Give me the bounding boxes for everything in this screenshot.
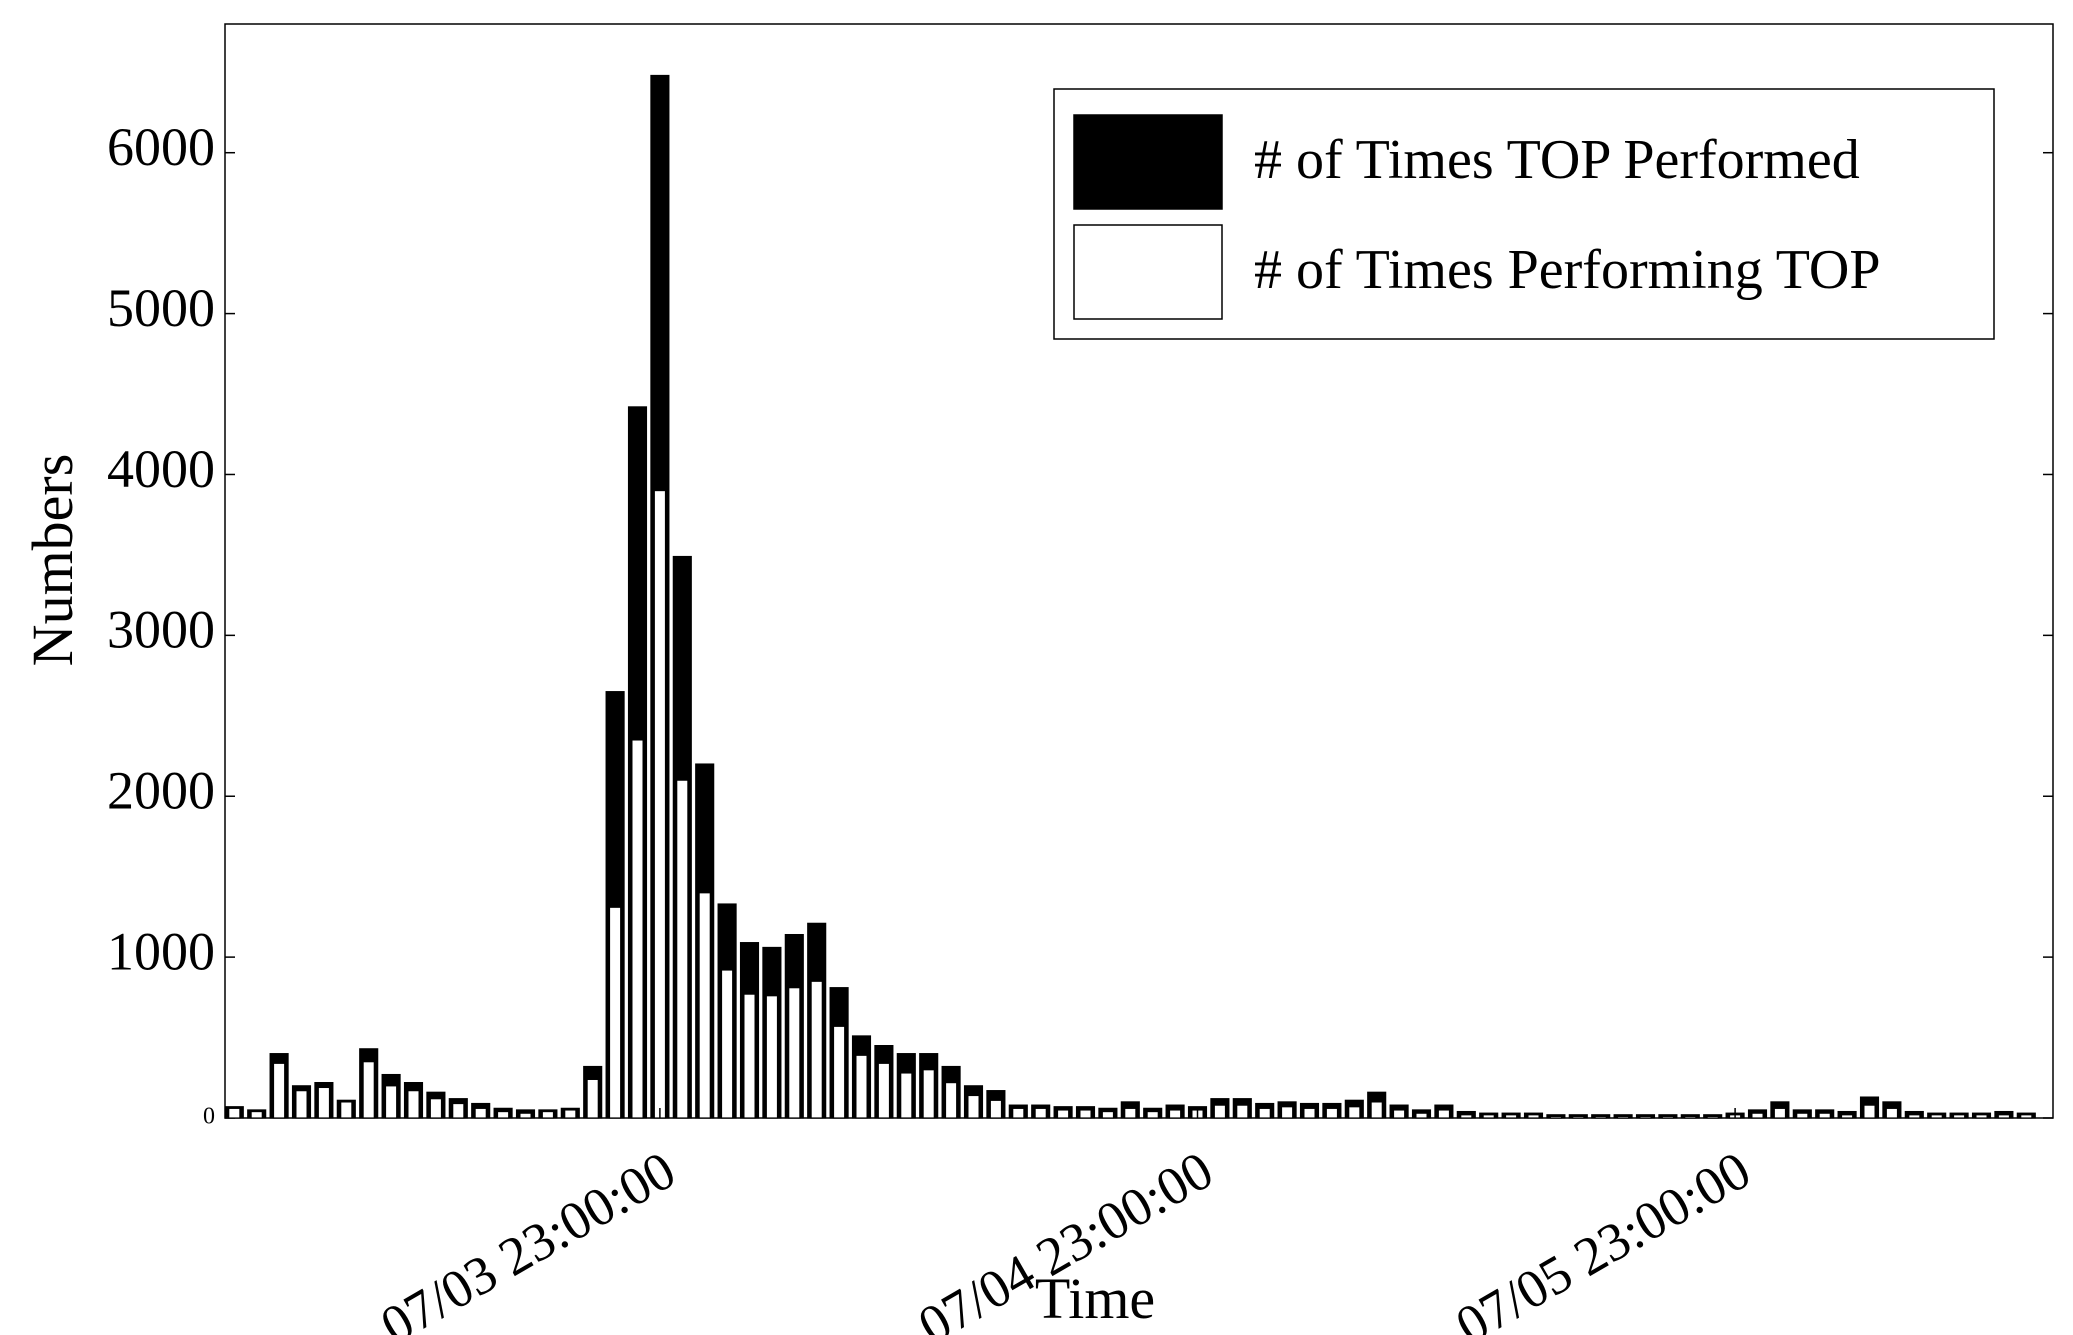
bar-performing (407, 1090, 420, 1119)
bar-performing (877, 1062, 891, 1119)
bar-performing (1885, 1107, 1899, 1119)
bar-performing (519, 1112, 532, 1119)
bar-performing (1818, 1112, 1831, 1119)
y-tick-label: 4000 (107, 439, 215, 499)
bar-performing (1908, 1114, 1921, 1119)
legend-label: # of Times TOP Performed (1254, 129, 1860, 191)
legend-label: # of Times Performing TOP (1254, 239, 1880, 301)
bar-performing (1863, 1104, 1876, 1119)
bar-performing (1975, 1114, 1988, 1119)
bar-performing (922, 1069, 935, 1119)
bar-performing (1258, 1107, 1271, 1119)
bar-performing (1661, 1115, 1675, 1119)
bar-performing (1280, 1106, 1294, 1119)
y-tick-label: 5000 (107, 278, 215, 338)
y-tick-label: 2000 (107, 761, 215, 821)
bar-performing (1751, 1112, 1764, 1119)
bar-performing (474, 1107, 487, 1119)
bar-performing (1101, 1110, 1115, 1119)
bar-performing (1168, 1109, 1182, 1119)
bar-performing (944, 1082, 958, 1119)
bar-performing (586, 1078, 599, 1119)
bar-performing (631, 739, 644, 1119)
bar-performing (743, 993, 756, 1119)
bar-performing (1840, 1114, 1854, 1119)
bar-performing (1325, 1107, 1339, 1119)
legend-swatch (1073, 224, 1223, 320)
bar-performing (1549, 1115, 1563, 1119)
bar-performing (832, 1025, 846, 1119)
bar-performing (855, 1054, 868, 1119)
bar-performing (541, 1110, 555, 1119)
bar-performing (1348, 1106, 1361, 1119)
bar-performing (452, 1102, 465, 1119)
bar-performing (1594, 1115, 1607, 1119)
bar-performing (317, 1086, 331, 1119)
bar-performing (384, 1085, 398, 1119)
bar-performing (1146, 1110, 1159, 1119)
bar-performing (1572, 1115, 1585, 1119)
bar-performing (1773, 1107, 1787, 1119)
bar-performing (653, 489, 667, 1119)
bar-performing (1124, 1107, 1137, 1119)
x-axis-label: Time (1035, 1266, 1155, 1331)
bar-performing (1639, 1115, 1652, 1119)
bar-performing (1370, 1101, 1383, 1119)
bar-performing (1482, 1114, 1495, 1119)
legend-swatch (1073, 114, 1223, 210)
bar-performing (272, 1062, 286, 1119)
bar-performing (1415, 1112, 1428, 1119)
bar-performing (228, 1107, 241, 1119)
bar-performing (1684, 1115, 1697, 1119)
bar-performing (564, 1109, 577, 1119)
bar-performing (1930, 1114, 1943, 1119)
bar-performing (1796, 1112, 1809, 1119)
bar-performing (967, 1094, 980, 1119)
bar-performing (1213, 1104, 1227, 1119)
bar-performing (1952, 1114, 1966, 1119)
bar-performing (1616, 1115, 1630, 1119)
y-axis-label: Numbers (20, 454, 85, 667)
bar-performing (1437, 1109, 1451, 1119)
bar-performing (1236, 1104, 1249, 1119)
bar-performing (1079, 1109, 1092, 1119)
bar-performing (1997, 1114, 2011, 1119)
y-tick-label: 0 (203, 1104, 215, 1130)
bar-performing (362, 1061, 375, 1119)
bar-performing (900, 1072, 913, 1119)
y-tick-label: 1000 (107, 922, 215, 982)
bar-performing (1527, 1114, 1540, 1119)
bar-performing (295, 1090, 308, 1119)
bar-performing (720, 969, 734, 1119)
bar-performing (1303, 1107, 1316, 1119)
bar-performing (429, 1098, 443, 1119)
bar-performing (340, 1101, 353, 1119)
bar-performing (1460, 1114, 1473, 1119)
bar-performing (676, 779, 689, 1119)
bar-performing (608, 906, 622, 1119)
bar-performing (1034, 1107, 1047, 1119)
bar-performing (1706, 1115, 1719, 1119)
bar-performing (496, 1110, 510, 1119)
bar-performing (1392, 1109, 1406, 1119)
bar-performing (250, 1110, 263, 1119)
bar-performing (765, 995, 779, 1119)
bar-performing (1012, 1107, 1025, 1119)
y-tick-label: 3000 (107, 600, 215, 660)
bar-performing (1504, 1114, 1518, 1119)
y-tick-label: 6000 (107, 117, 215, 177)
bar-performing (1056, 1109, 1070, 1119)
bar-performing (698, 892, 711, 1119)
bar-performing (989, 1099, 1003, 1119)
bar-performing (2020, 1114, 2033, 1119)
bar-performing (810, 980, 823, 1119)
x-tick-label: 07/03 23:00:00 (371, 1140, 686, 1335)
x-tick-label: 07/05 23:00:00 (1446, 1140, 1761, 1335)
bar-performing (788, 987, 801, 1119)
